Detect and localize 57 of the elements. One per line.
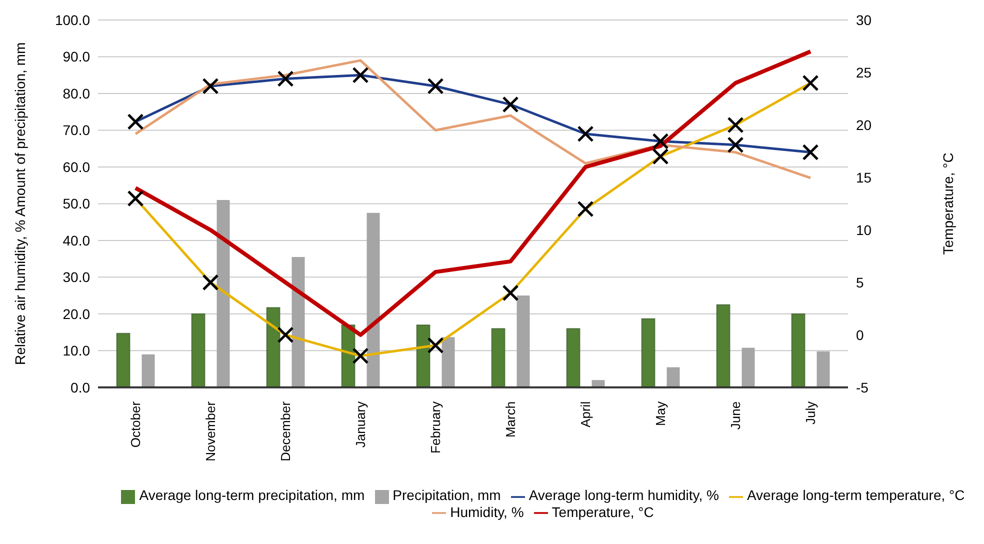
x-tick-label: June: [728, 401, 743, 430]
y-tick-label: 50.0: [62, 196, 90, 212]
legend-label: Temperature, °C: [552, 504, 654, 520]
bar: [416, 324, 430, 388]
y2-tick-label: 15: [856, 169, 872, 186]
y2-tick-label: 10: [856, 222, 872, 238]
y-tick-label: 20.0: [62, 306, 90, 322]
y2-tick-label: 5: [856, 274, 864, 290]
x-tick-label: May: [653, 400, 668, 426]
bar: [216, 200, 230, 388]
y-tick-label: 30.0: [62, 269, 90, 286]
x-tick-label: March: [503, 401, 518, 438]
y-tick-label: 60.0: [62, 158, 90, 175]
bar: [641, 318, 656, 388]
bar: [742, 348, 755, 388]
y-tick-label: 100.0: [54, 12, 90, 28]
y-axis-title: Relative air humidity, % Amount of precipitation, mm: [12, 42, 28, 366]
y2-tick-label: -5: [856, 379, 869, 396]
bar: [266, 307, 280, 388]
line-series: [134, 49, 812, 337]
x-tick-label: January: [353, 400, 368, 448]
x-tick-label: October: [128, 400, 143, 448]
x-tick-label: February: [428, 400, 443, 454]
y-tick-label: 10.0: [62, 342, 90, 359]
y2-axis-title: Temperature, °C: [940, 152, 956, 255]
y-tick-label: 0.0: [70, 379, 90, 396]
x-tick-label: April: [578, 401, 593, 428]
bar: [491, 328, 506, 388]
bar: [666, 367, 680, 388]
bar: [366, 212, 380, 388]
bar: [516, 296, 530, 388]
bar: [816, 351, 830, 388]
y-tick-label: 80.0: [62, 85, 90, 102]
y2-tick-label: 30: [856, 12, 872, 28]
legend-label: Average long-term precipitation, mm: [139, 487, 365, 504]
legend-label: Humidity, %: [450, 504, 524, 520]
bar: [292, 256, 305, 388]
bar: [142, 354, 155, 388]
bar: [791, 313, 806, 388]
bar: [191, 313, 206, 388]
bar: [442, 337, 455, 388]
legend-label: Average long-term humidity, %: [528, 487, 719, 504]
legend-label: Average long-term temperature, °C: [746, 487, 965, 504]
x-tick-label: December: [278, 400, 293, 462]
legend-label: Precipitation, mm: [392, 487, 501, 504]
line-series: [134, 59, 812, 180]
x-tick-label: July: [803, 400, 818, 425]
x-tick-label: November: [203, 400, 218, 462]
bar: [566, 328, 580, 388]
y-tick-label: 70.0: [62, 122, 90, 138]
bar: [116, 332, 130, 388]
y-tick-label: 40.0: [62, 232, 90, 248]
y2-tick-label: 20: [856, 116, 872, 133]
y2-tick-label: 25: [856, 64, 872, 80]
y-tick-label: 90.0: [62, 48, 90, 65]
y2-tick-label: 0: [856, 326, 864, 343]
bar: [716, 304, 730, 388]
